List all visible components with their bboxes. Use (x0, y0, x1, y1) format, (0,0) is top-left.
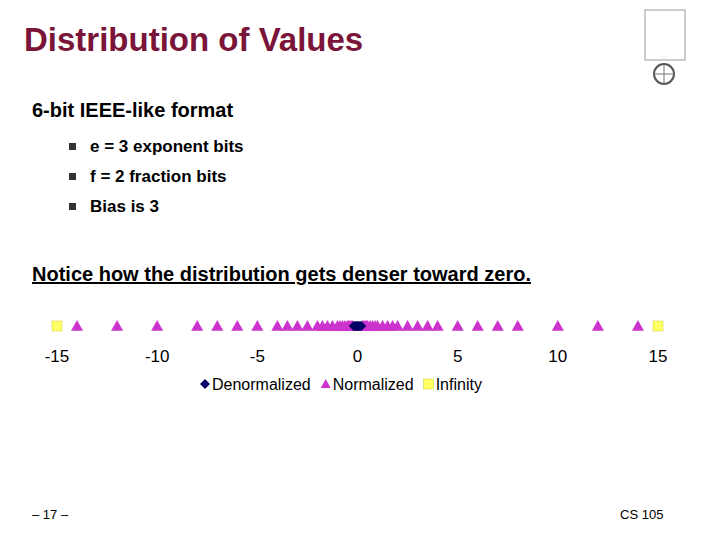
x-tick-label: 0 (353, 347, 362, 366)
bullet-marker (69, 173, 76, 180)
x-tick-label: 10 (548, 347, 567, 366)
point-triangle (231, 320, 243, 331)
bullet: Bias is 3 (90, 197, 159, 216)
legend-label: Normalized (333, 376, 414, 393)
logo-spoke (664, 64, 665, 84)
point-square (52, 321, 62, 331)
point-triangle (512, 320, 524, 331)
point-triangle (71, 320, 83, 331)
logo (645, 10, 685, 84)
point-triangle (301, 320, 313, 331)
point-diamond (356, 321, 366, 331)
point-triangle (402, 320, 414, 331)
x-tick-label: -10 (145, 347, 170, 366)
point-triangle (632, 320, 644, 331)
note: Notice how the distribution gets denser … (32, 263, 531, 285)
bullet-marker (69, 203, 76, 210)
point-triangle (552, 320, 564, 331)
title: Distribution of Values (24, 21, 363, 58)
point-triangle (492, 320, 504, 331)
legend-label: Infinity (436, 376, 482, 393)
page-number: – 17 – (32, 507, 69, 522)
plot-marks (52, 320, 663, 331)
point-triangle (151, 320, 163, 331)
subtitle: 6-bit IEEE-like format (32, 99, 233, 121)
point-triangle (592, 320, 604, 331)
point-triangle (422, 320, 434, 331)
point-triangle (432, 320, 444, 331)
point-triangle (472, 320, 484, 331)
x-tick-label: -15 (45, 347, 70, 366)
logo-wheel (654, 64, 674, 84)
bullet-marker (69, 143, 76, 150)
point-triangle (291, 320, 303, 331)
legend-swatch (424, 379, 434, 389)
bullet: e = 3 exponent bits (90, 137, 244, 156)
point-triangle (412, 320, 424, 331)
x-tick-label: 15 (649, 347, 668, 366)
x-tick-label: -5 (250, 347, 265, 366)
bullet: f = 2 fraction bits (90, 167, 227, 186)
legend-swatch (321, 379, 331, 388)
point-triangle (211, 320, 223, 331)
point-triangle (392, 320, 404, 331)
point-square (653, 321, 663, 331)
course: CS 105 (620, 507, 663, 522)
point-triangle (251, 320, 263, 331)
legend: Denormalized Normalized Infinity (200, 376, 482, 393)
point-triangle (191, 320, 203, 331)
legend-label: Denormalized (212, 376, 311, 393)
point-triangle (111, 320, 123, 331)
slide: Distribution of Values 6-bit IEEE-like fo… (0, 0, 720, 540)
point-triangle (271, 320, 283, 331)
point-triangle (452, 320, 464, 331)
x-tick-label: 5 (453, 347, 462, 366)
point-triangle (281, 320, 293, 331)
legend-swatch (200, 379, 210, 389)
logo-frame (645, 10, 685, 60)
